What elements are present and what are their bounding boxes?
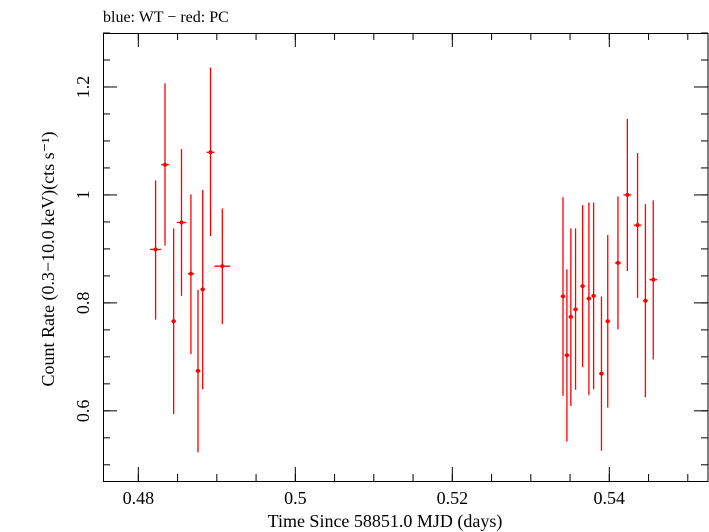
point-marker	[195, 368, 200, 373]
point-marker	[208, 150, 213, 155]
data-point	[214, 208, 231, 324]
point-marker	[568, 314, 573, 319]
point-marker	[635, 223, 640, 228]
x-axis-label: Time Since 58851.0 MJD (days)	[268, 511, 503, 532]
data-point	[200, 190, 206, 390]
data-point	[187, 194, 195, 355]
x-tick-label: 0.5	[284, 488, 307, 508]
point-marker	[179, 220, 184, 225]
point-marker	[586, 296, 591, 301]
point-marker	[564, 353, 569, 358]
x-tick-label: 0.54	[594, 488, 626, 508]
data-point	[643, 204, 648, 398]
point-marker	[651, 277, 656, 282]
plot-marks	[150, 67, 658, 453]
data-point	[150, 180, 162, 320]
y-tick-label: 1	[73, 190, 93, 199]
data-point	[599, 296, 604, 451]
data-point	[580, 205, 585, 368]
data-point	[195, 289, 201, 453]
point-marker	[560, 294, 565, 299]
point-marker	[605, 319, 610, 324]
point-marker	[200, 287, 205, 292]
point-marker	[220, 264, 225, 269]
data-point	[560, 197, 566, 396]
y-tick-label: 0.6	[73, 400, 93, 423]
data-point	[161, 83, 169, 246]
point-marker	[188, 271, 193, 276]
data-point	[649, 200, 658, 360]
y-tick-label: 0.8	[73, 292, 93, 315]
point-marker	[591, 293, 596, 298]
data-point	[586, 202, 592, 396]
point-marker	[580, 284, 585, 289]
axis-ticks	[103, 32, 708, 481]
tick-labels: 0.48 0.5 0.52 0.54 0.6 0.8 1 1.2	[73, 76, 625, 508]
plot-frame	[103, 33, 709, 482]
point-marker	[163, 162, 168, 167]
point-marker	[615, 260, 620, 265]
data-point	[171, 228, 177, 415]
data-point	[591, 202, 596, 390]
data-point	[206, 67, 215, 236]
y-tick-label: 1.2	[73, 76, 93, 99]
chart-title: blue: WT − red: PC	[103, 9, 229, 26]
y-axis-label: Count Rate (0.3−10.0 keV)(cts s⁻¹)	[38, 131, 59, 386]
data-point	[564, 269, 570, 442]
data-point	[605, 234, 611, 408]
x-tick-label: 0.52	[437, 488, 469, 508]
data-point	[568, 228, 574, 406]
point-marker	[625, 192, 630, 197]
x-tick-label: 0.48	[123, 488, 155, 508]
point-marker	[599, 371, 604, 376]
data-point	[573, 228, 578, 390]
data-point	[633, 152, 642, 299]
point-marker	[573, 307, 578, 312]
point-marker	[643, 298, 648, 303]
data-point	[623, 118, 632, 272]
data-point	[176, 149, 187, 296]
point-marker	[171, 319, 176, 324]
point-marker	[153, 247, 158, 252]
data-point	[614, 196, 622, 330]
